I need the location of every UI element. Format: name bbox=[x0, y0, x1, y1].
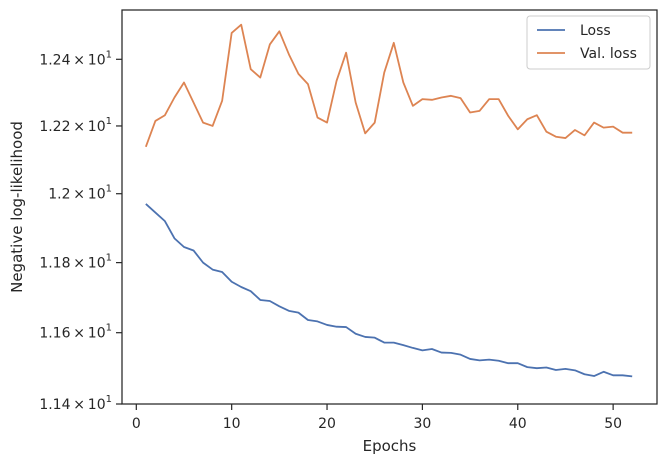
legend-label-val-loss: Val. loss bbox=[580, 46, 637, 62]
y-tick-label: 1.22 × 101 bbox=[39, 116, 112, 135]
y-tick-label: 1.2 × 101 bbox=[48, 184, 112, 203]
y-tick-label: 1.18 × 101 bbox=[39, 253, 112, 272]
legend: Loss Val. loss bbox=[526, 15, 651, 70]
y-axis-label: Negative log-likelihood bbox=[8, 121, 26, 293]
x-tick-label: 0 bbox=[132, 416, 141, 432]
x-tick-label: 20 bbox=[318, 416, 336, 432]
y-tick-label: 1.16 × 101 bbox=[39, 323, 112, 342]
x-tick-label: 30 bbox=[413, 416, 431, 432]
x-axis: 0 10 20 30 40 50 bbox=[132, 404, 622, 432]
legend-label-loss: Loss bbox=[580, 23, 611, 39]
y-tick-label: 1.14 × 101 bbox=[39, 394, 112, 413]
series-line-val-loss bbox=[144, 23, 633, 148]
x-tick-label: 10 bbox=[223, 416, 241, 432]
series-line-loss bbox=[145, 203, 633, 378]
x-tick-label: 40 bbox=[509, 416, 527, 432]
y-tick-label: 1.24 × 101 bbox=[39, 49, 112, 68]
x-axis-label: Epochs bbox=[363, 437, 417, 455]
plot-area bbox=[144, 23, 633, 378]
y-axis: 1.14 × 101 1.16 × 101 1.18 × 101 1.2 × 101 1… bbox=[39, 49, 122, 413]
axes-frame bbox=[121, 9, 658, 405]
x-tick-label: 50 bbox=[604, 416, 622, 432]
